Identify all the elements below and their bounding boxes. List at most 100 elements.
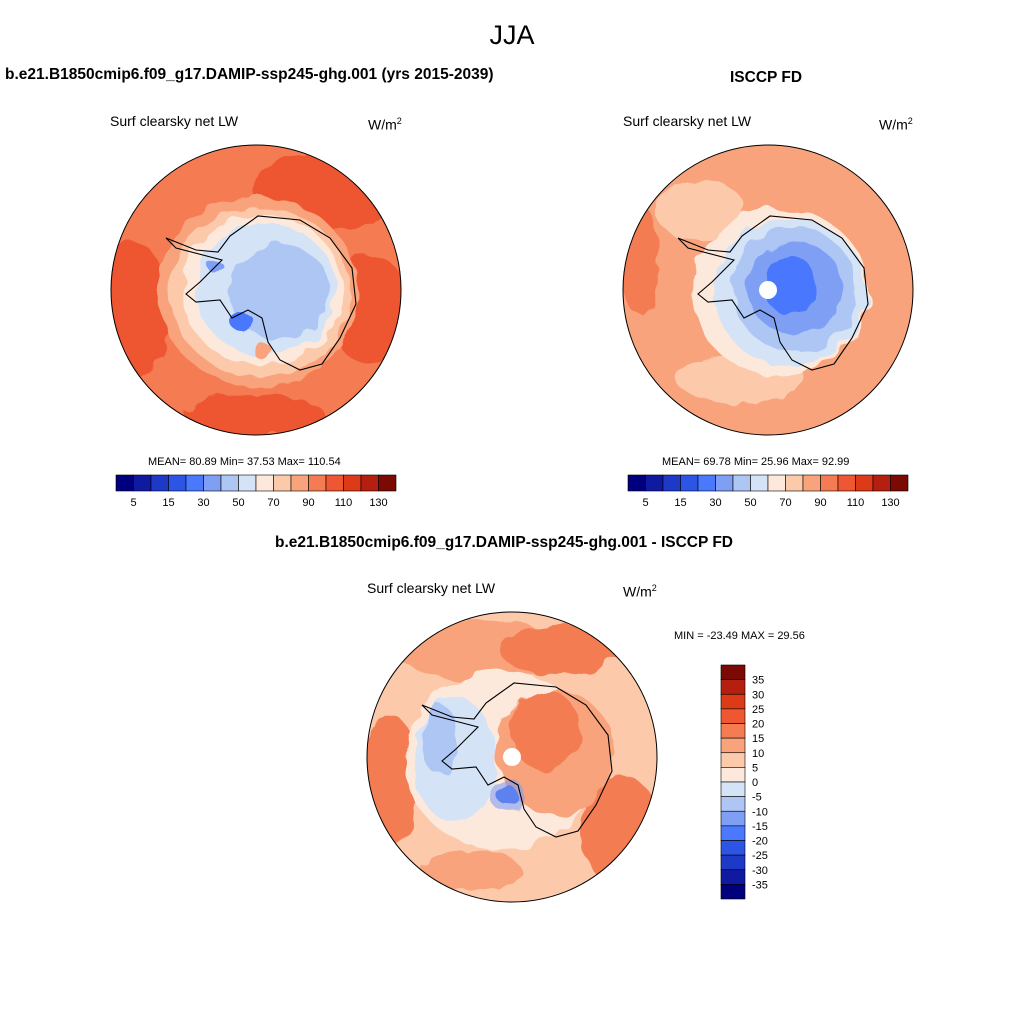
colorbar-box <box>720 664 746 680</box>
colorbar-box <box>820 474 839 492</box>
map-3-coastline <box>421 682 613 838</box>
colorbar-box <box>890 474 909 492</box>
colorbar-tick-label: 50 <box>744 497 756 509</box>
colorbar-tick-label: -10 <box>752 806 768 818</box>
colorbar-box <box>767 474 786 492</box>
colorbar-tick-label: 130 <box>881 497 899 509</box>
colorbar-tick-label: 110 <box>335 497 353 509</box>
colorbar-tick-label: 0 <box>752 777 758 789</box>
colorbar-box <box>150 474 169 492</box>
colorbar-tick-label: 30 <box>752 689 764 701</box>
colorbar-box <box>720 884 746 900</box>
colorbar-box <box>872 474 891 492</box>
panel-3-title: b.e21.B1850cmip6.f09_g17.DAMIP-ssp245-gh… <box>275 534 733 551</box>
colorbar-box <box>168 474 187 492</box>
colorbar-box <box>662 474 681 492</box>
colorbar-box <box>720 840 746 856</box>
colorbar-tick-label: 25 <box>752 704 764 716</box>
colorbar-tick-label: 15 <box>674 497 686 509</box>
colorbar-tick-label: 30 <box>709 497 721 509</box>
colorbar-tick-label: 110 <box>847 497 865 509</box>
colorbar-box <box>308 474 327 492</box>
colorbar-box <box>220 474 239 492</box>
colorbar-box <box>645 474 664 492</box>
colorbar-box <box>115 474 134 492</box>
colorbar-tick-label: 15 <box>162 497 174 509</box>
map-3-field <box>367 612 657 902</box>
colorbar-box <box>720 737 746 754</box>
colorbar-box <box>133 474 152 492</box>
panel-2-stats: MEAN= 69.78 Min= 25.96 Max= 92.99 <box>662 456 850 468</box>
panel-2-variable: Surf clearsky net LW <box>623 113 752 129</box>
panel-2-title: ISCCP FD <box>730 69 803 86</box>
colorbar-1: 5 15 30 50 70 90 110 130 <box>115 474 397 509</box>
panel-1-variable: Surf clearsky net LW <box>110 113 239 129</box>
colorbar-tick-label: 10 <box>752 748 764 760</box>
panel-1-title: b.e21.B1850cmip6.f09_g17.DAMIP-ssp245-gh… <box>5 66 494 83</box>
colorbar-tick-label: -20 <box>752 836 768 848</box>
map-3-boundary <box>366 611 658 903</box>
colorbar-tick-label: -5 <box>752 792 762 804</box>
colorbar-box <box>720 810 746 827</box>
colorbar-box <box>732 474 751 492</box>
colorbar-box <box>378 474 397 492</box>
colorbar-tick-label: 70 <box>267 497 279 509</box>
map-2-boundary <box>622 144 914 436</box>
colorbar-box <box>750 474 769 492</box>
colorbar-box <box>255 474 274 492</box>
colorbar-tick-label: -25 <box>752 850 768 862</box>
colorbar-tick-label: 20 <box>752 719 764 731</box>
figure-title: JJA <box>489 20 535 50</box>
colorbar-tick-label: 70 <box>779 497 791 509</box>
colorbar-tick-label: 15 <box>752 733 764 745</box>
colorbar-box <box>343 474 362 492</box>
colorbar-box <box>720 825 746 841</box>
colorbar-tick-label: 5 <box>130 497 136 509</box>
colorbar-box <box>785 474 804 492</box>
colorbar-box <box>720 752 746 768</box>
colorbar-tick-label: -35 <box>752 879 768 891</box>
colorbar-box <box>325 474 344 492</box>
map-2-field <box>623 145 913 435</box>
colorbar-box <box>715 474 734 492</box>
colorbar-tick-label: 90 <box>302 497 314 509</box>
colorbar-box <box>855 474 874 492</box>
colorbar-tick-label: 90 <box>814 497 826 509</box>
colorbar-box <box>837 474 856 492</box>
panel-1-units: W/m2 <box>368 116 402 133</box>
colorbar-tick-label: 30 <box>197 497 209 509</box>
colorbar-box <box>720 723 746 739</box>
colorbar-tick-label: 5 <box>642 497 648 509</box>
map-1-field <box>111 145 401 435</box>
colorbar-box <box>720 693 746 710</box>
colorbar-tick-label: -30 <box>752 865 768 877</box>
colorbar-box <box>720 854 746 871</box>
panel-3-variable: Surf clearsky net LW <box>367 580 496 596</box>
colorbar-3: 35 30 25 20 15 10 5 0 -5 -10 -15 -20 -25 -30 -35 <box>720 664 768 900</box>
colorbar-tick-label: 5 <box>752 762 758 774</box>
colorbar-box <box>697 474 716 492</box>
colorbar-box <box>680 474 699 492</box>
panel-3-units: W/m2 <box>623 583 657 600</box>
map-1-coastline <box>165 215 357 371</box>
colorbar-box <box>720 781 746 797</box>
colorbar-box <box>802 474 821 492</box>
colorbar-box <box>720 767 746 783</box>
colorbar-tick-label: 35 <box>752 675 764 687</box>
map-1-boundary <box>110 144 402 436</box>
colorbar-box <box>720 679 746 695</box>
panel-1-stats: MEAN= 80.89 Min= 37.53 Max= 110.54 <box>148 456 341 468</box>
colorbar-box <box>720 708 746 724</box>
colorbar-box <box>238 474 257 492</box>
colorbar-2: 5 15 30 50 70 90 110 130 <box>627 474 909 509</box>
colorbar-box <box>273 474 292 492</box>
colorbar-box <box>203 474 222 492</box>
panel-2-units: W/m2 <box>879 116 913 133</box>
colorbar-box <box>720 796 746 812</box>
colorbar-tick-label: -15 <box>752 821 768 833</box>
colorbar-tick-label: 50 <box>232 497 244 509</box>
colorbar-tick-label: 130 <box>369 497 387 509</box>
colorbar-box <box>720 869 746 885</box>
colorbar-box <box>290 474 309 492</box>
